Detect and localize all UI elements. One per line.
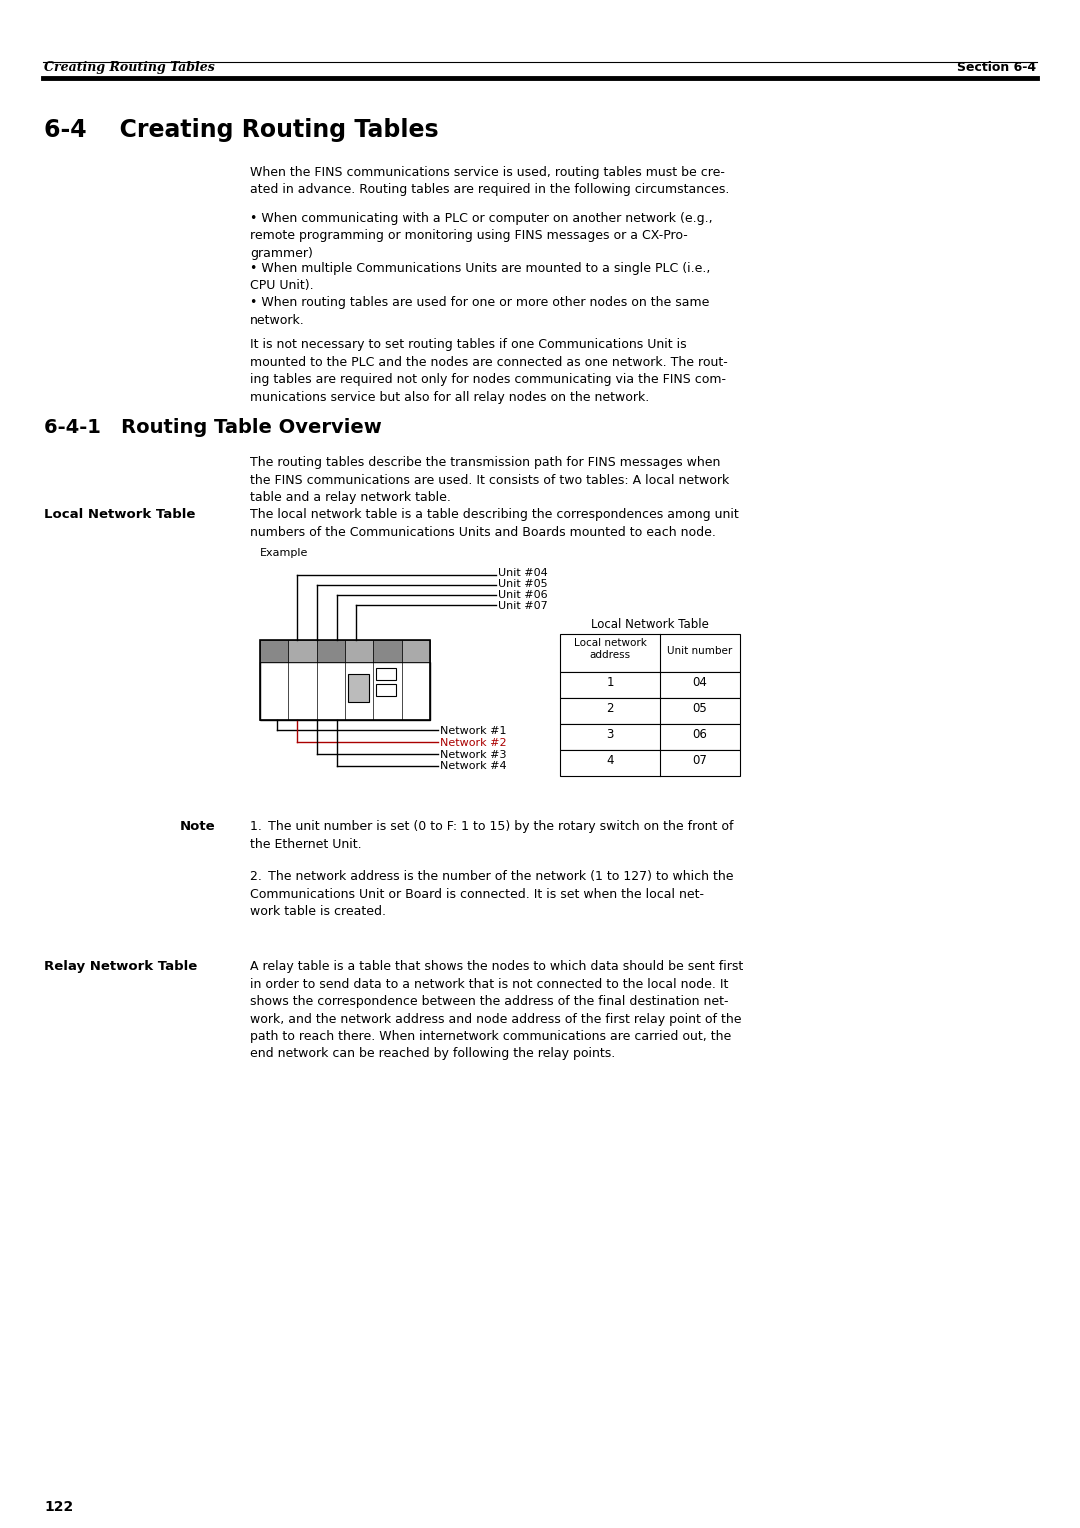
Text: Network #4: Network #4	[440, 761, 507, 772]
Text: Local Network Table: Local Network Table	[44, 507, 195, 521]
Bar	[561, 672, 740, 698]
Text: Network #3: Network #3	[440, 750, 507, 759]
Text: Local Network Table: Local Network Table	[591, 617, 708, 631]
Text: 1: 1	[606, 677, 613, 689]
Bar	[561, 750, 740, 776]
Text: 6-4    Creating Routing Tables: 6-4 Creating Routing Tables	[44, 118, 438, 142]
Bar	[345, 640, 374, 662]
Text: Network #2: Network #2	[440, 738, 507, 749]
Bar	[561, 698, 740, 724]
Text: 06: 06	[692, 729, 707, 741]
Text: • When routing tables are used for one or more other nodes on the same
network.: • When routing tables are used for one o…	[249, 296, 710, 327]
Text: Unit #04: Unit #04	[498, 568, 548, 578]
Text: 04: 04	[692, 677, 707, 689]
Text: Network #1: Network #1	[440, 726, 507, 736]
Text: Creating Routing Tables: Creating Routing Tables	[44, 61, 215, 73]
Bar	[402, 640, 430, 662]
Bar	[374, 640, 402, 662]
Text: 2. The network address is the number of the network (1 to 127) to which the
Comm: 2. The network address is the number of …	[249, 869, 733, 918]
Text: • When communicating with a PLC or computer on another network (e.g.,
remote pro: • When communicating with a PLC or compu…	[249, 212, 713, 260]
Text: 122: 122	[44, 1500, 73, 1514]
Text: The routing tables describe the transmission path for FINS messages when
the FIN: The routing tables describe the transmis…	[249, 455, 729, 504]
Text: Unit number: Unit number	[667, 646, 732, 656]
Bar	[561, 634, 740, 672]
Text: A relay table is a table that shows the nodes to which data should be sent first: A relay table is a table that shows the …	[249, 960, 743, 1060]
Text: 2: 2	[606, 703, 613, 715]
Bar	[561, 724, 740, 750]
Text: • When multiple Communications Units are mounted to a single PLC (i.e.,
CPU Unit: • When multiple Communications Units are…	[249, 261, 711, 292]
Bar	[376, 668, 396, 680]
Text: It is not necessary to set routing tables if one Communications Unit is
mounted : It is not necessary to set routing table…	[249, 338, 728, 403]
Text: Note: Note	[180, 821, 216, 833]
Text: 3: 3	[606, 729, 613, 741]
Bar	[260, 640, 430, 720]
Text: Unit #07: Unit #07	[498, 601, 548, 611]
Text: When the FINS communications service is used, routing tables must be cre-
ated i: When the FINS communications service is …	[249, 167, 729, 197]
Text: 1. The unit number is set (0 to F: 1 to 15) by the rotary switch on the front of: 1. The unit number is set (0 to F: 1 to …	[249, 821, 733, 851]
Bar	[348, 674, 369, 701]
Text: Local network
address: Local network address	[573, 639, 647, 660]
Bar	[376, 685, 396, 695]
Bar	[288, 640, 316, 662]
Text: Unit #05: Unit #05	[498, 579, 548, 588]
Bar	[260, 662, 430, 720]
Text: Unit #06: Unit #06	[498, 590, 548, 601]
Text: 6-4-1   Routing Table Overview: 6-4-1 Routing Table Overview	[44, 419, 381, 437]
Bar	[260, 640, 288, 662]
Text: 4: 4	[606, 755, 613, 767]
Bar	[316, 640, 345, 662]
Text: Example: Example	[260, 549, 309, 558]
Text: 05: 05	[692, 703, 707, 715]
Text: 07: 07	[692, 755, 707, 767]
Text: Relay Network Table: Relay Network Table	[44, 960, 198, 973]
Text: The local network table is a table describing the correspondences among unit
num: The local network table is a table descr…	[249, 507, 739, 538]
Text: Section 6-4: Section 6-4	[957, 61, 1036, 73]
